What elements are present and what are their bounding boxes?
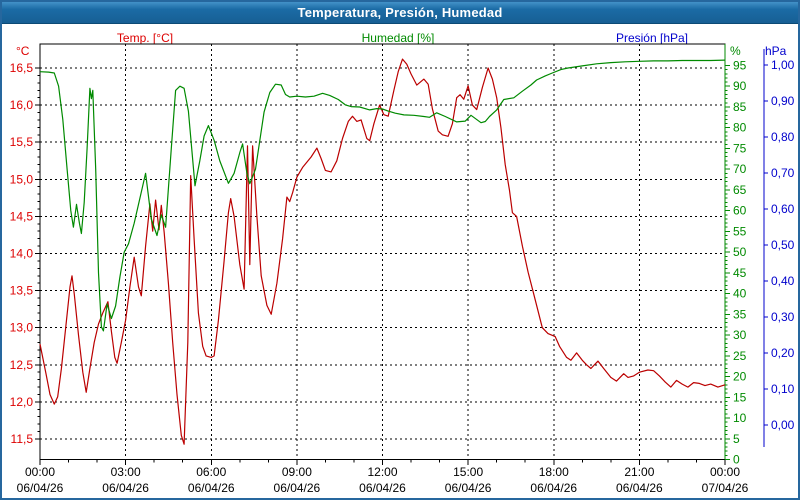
humidity-tick-label: 20: [733, 370, 747, 384]
date-label: 06/04/26: [616, 481, 663, 495]
humidity-tick-label: 45: [733, 266, 747, 280]
humidity-tick-label: 5: [733, 432, 740, 446]
temp-tick-label: 14,0: [10, 247, 34, 261]
time-label: 21:00: [624, 465, 654, 479]
temp-tick-label: 12,0: [10, 395, 34, 409]
pressure-tick-label: 0,20: [771, 346, 795, 360]
pressure-tick-label: 0,70: [771, 166, 795, 180]
temp-tick-label: 12,5: [10, 358, 34, 372]
humidity-curve: [39, 59, 726, 332]
time-label: 15:00: [453, 465, 483, 479]
humidity-tick-label: 25: [733, 349, 747, 363]
temp-tick-label: 15,5: [10, 135, 34, 149]
plot-frame: [39, 43, 726, 460]
temp-tick-label: 15,0: [10, 172, 34, 186]
pressure-tick-label: 0,90: [771, 94, 795, 108]
date-label: 07/04/26: [702, 481, 749, 495]
legend-humidity: Humedad [%]: [361, 31, 435, 45]
humidity-tick-label: 75: [733, 141, 747, 155]
humidity-tick-label: 60: [733, 204, 747, 218]
humidity-tick-label: 0: [733, 453, 740, 467]
pressure-axis-unit: hPa: [765, 44, 787, 58]
humidity-tick-label: 10: [733, 411, 747, 425]
temp-tick-label: 16,0: [10, 98, 34, 112]
humidity-tick-label: 65: [733, 183, 747, 197]
pressure-tick-label: 0,80: [771, 130, 795, 144]
temp-tick-label: 13,0: [10, 321, 34, 335]
window-title: Temperatura, Presión, Humedad: [297, 5, 503, 20]
pressure-tick-label: 0,30: [771, 310, 795, 324]
time-label: 00:00: [25, 465, 55, 479]
date-label: 06/04/26: [188, 481, 235, 495]
humidity-tick-label: 15: [733, 390, 747, 404]
humidity-tick-label: 30: [733, 328, 747, 342]
humidity-tick-label: 40: [733, 287, 747, 301]
date-label: 06/04/26: [445, 481, 492, 495]
pressure-tick-label: 0,50: [771, 238, 795, 252]
pressure-tick-label: 0,10: [771, 382, 795, 396]
time-label: 06:00: [196, 465, 226, 479]
humidity-tick-label: 85: [733, 100, 747, 114]
date-label: 06/04/26: [17, 481, 64, 495]
date-label: 06/04/26: [530, 481, 577, 495]
pressure-tick-label: 0,60: [771, 202, 795, 216]
pressure-tick-label: 0,40: [771, 274, 795, 288]
pressure-tick-label: 1,00: [771, 58, 795, 72]
legend-temperature: Temp. [°C]: [116, 31, 174, 45]
humidity-tick-label: 95: [733, 58, 747, 72]
time-label: 03:00: [111, 465, 141, 479]
legend-pressure: Presión [hPa]: [615, 31, 689, 45]
time-label: 12:00: [367, 465, 397, 479]
temp-tick-label: 11,5: [11, 432, 34, 446]
time-label: 18:00: [539, 465, 569, 479]
humidity-tick-label: 90: [733, 79, 747, 93]
pressure-tick-label: 0,00: [771, 418, 795, 432]
temp-tick-label: 16,5: [10, 61, 34, 75]
temp-tick-label: 13,5: [10, 284, 34, 298]
humidity-tick-label: 70: [733, 162, 747, 176]
date-label: 06/04/26: [102, 481, 149, 495]
humidity-tick-label: 55: [733, 224, 747, 238]
title-bar: Temperatura, Presión, Humedad: [2, 2, 798, 24]
time-label: 00:00: [710, 465, 740, 479]
temperature-curve: [39, 58, 726, 445]
humidity-tick-label: 80: [733, 121, 747, 135]
humidity-tick-label: 35: [733, 307, 747, 321]
temp-axis-unit: °C: [16, 44, 30, 58]
date-label: 06/04/26: [359, 481, 406, 495]
humidity-tick-label: 50: [733, 245, 747, 259]
humidity-axis-unit: %: [730, 44, 741, 58]
time-label: 09:00: [282, 465, 312, 479]
date-label: 06/04/26: [274, 481, 321, 495]
temp-tick-label: 14,5: [10, 209, 34, 223]
